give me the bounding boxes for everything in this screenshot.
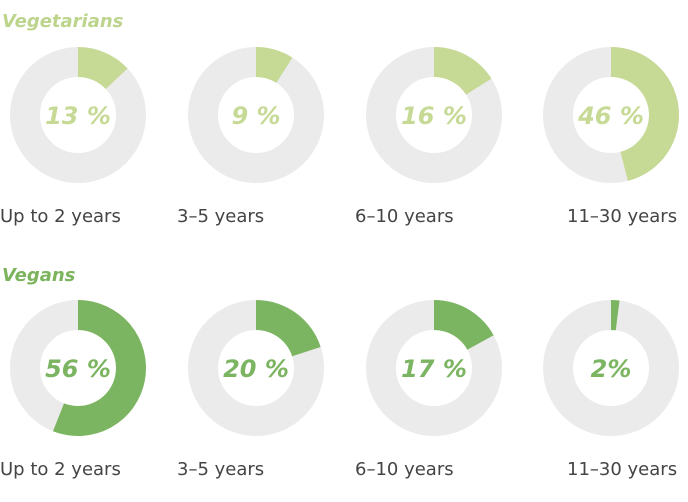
vegetarians-donut-slice-2 bbox=[256, 47, 293, 83]
vegans-value-label-4: 2% bbox=[591, 355, 632, 383]
vegans-value-label-1: 56 % bbox=[45, 355, 111, 383]
vegans-title: Vegans bbox=[2, 265, 76, 286]
vegans-donut-slice-3 bbox=[434, 300, 494, 350]
vegetarians-value-label-2: 9 % bbox=[231, 102, 280, 130]
vegans-value-label-2: 20 % bbox=[223, 355, 289, 383]
vegetarians-donut-slice-3 bbox=[434, 47, 492, 95]
vegetarians-donut-slice-4 bbox=[611, 47, 680, 181]
vegetarians-value-label-4: 46 % bbox=[577, 102, 644, 130]
vegans-category-label-4: 11–30 years bbox=[567, 459, 677, 480]
vegans-category-label-3: 6–10 years bbox=[355, 459, 454, 480]
vegans-donut-slice-1 bbox=[52, 300, 146, 436]
vegetarians-category-label-3: 6–10 years bbox=[355, 206, 454, 227]
vegans-donut-slice-2 bbox=[256, 300, 321, 357]
vegetarians-category-label-2: 3–5 years bbox=[177, 206, 264, 227]
vegetarians-category-label-1: Up to 2 years bbox=[0, 206, 121, 227]
vegetarians-value-label-3: 16 % bbox=[401, 102, 467, 130]
vegans-value-label-3: 17 % bbox=[401, 355, 467, 383]
vegetarians-category-label-4: 11–30 years bbox=[567, 206, 677, 227]
vegetarians-value-label-1: 13 % bbox=[45, 102, 111, 130]
vegans-donut-slice-4 bbox=[611, 300, 620, 331]
vegetarians-donut-slice-1 bbox=[78, 47, 128, 89]
vegans-category-label-1: Up to 2 years bbox=[0, 459, 121, 480]
vegans-category-label-2: 3–5 years bbox=[177, 459, 264, 480]
donut-group: 13 % Up to 2 years 9 % 3–5 years 16 % 6–10 ye… bbox=[0, 47, 680, 480]
vegetarians-title: Vegetarians bbox=[2, 11, 124, 32]
